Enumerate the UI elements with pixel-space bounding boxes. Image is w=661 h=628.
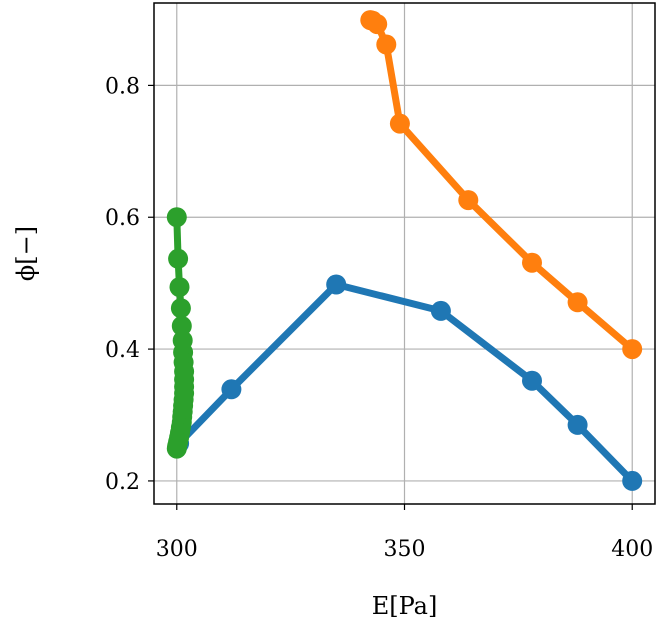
data-point bbox=[168, 248, 189, 269]
data-point bbox=[166, 207, 187, 228]
data-point bbox=[567, 292, 588, 313]
x-axis-label: E[Pa] bbox=[372, 592, 438, 620]
data-point bbox=[360, 10, 381, 31]
data-point bbox=[430, 300, 451, 321]
series-2 bbox=[360, 10, 643, 360]
data-point bbox=[171, 316, 192, 336]
data-point bbox=[169, 277, 190, 298]
data-point bbox=[166, 438, 187, 459]
data-point bbox=[326, 274, 347, 295]
data-point bbox=[522, 252, 542, 273]
y-tick-label: 0.6 bbox=[105, 206, 140, 231]
x-tick-label: 400 bbox=[611, 537, 653, 562]
tick-layer: 300 350 400 0.2 0.4 0.6 0.8 bbox=[105, 74, 653, 562]
data-point bbox=[170, 298, 191, 319]
data-point bbox=[522, 370, 542, 391]
data-point bbox=[567, 414, 588, 435]
grid-layer bbox=[154, 3, 655, 504]
series-layer bbox=[166, 10, 643, 491]
data-point bbox=[458, 190, 479, 211]
x-tick-label: 350 bbox=[384, 537, 426, 562]
y-tick-label: 0.4 bbox=[105, 338, 140, 363]
y-tick-label: 0.8 bbox=[105, 74, 140, 99]
data-point bbox=[376, 34, 397, 55]
data-point bbox=[622, 470, 643, 491]
series-3 bbox=[166, 207, 195, 459]
y-axis-label: ϕ[−] bbox=[12, 226, 40, 281]
x-tick-label: 300 bbox=[156, 537, 198, 562]
data-point bbox=[622, 339, 643, 360]
data-point bbox=[389, 113, 410, 134]
y-tick-label: 0.2 bbox=[105, 470, 140, 495]
data-point bbox=[221, 379, 242, 400]
series-1 bbox=[169, 274, 643, 491]
series-line bbox=[175, 281, 636, 485]
